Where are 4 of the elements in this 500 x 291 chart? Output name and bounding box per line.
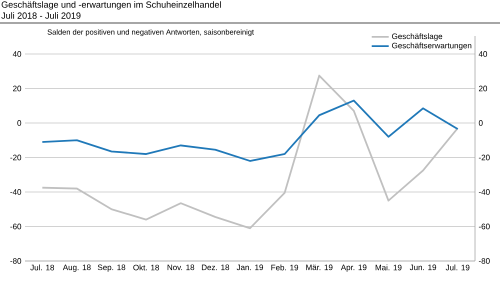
- line-series: [41, 74, 459, 230]
- line-series: [41, 100, 459, 162]
- chart-subtitle: Juli 2018 - Juli 2019: [1, 12, 81, 19]
- chart-title: Geschäftslage und -erwartungen im Schuheinzelhandel: [2, 1, 221, 10]
